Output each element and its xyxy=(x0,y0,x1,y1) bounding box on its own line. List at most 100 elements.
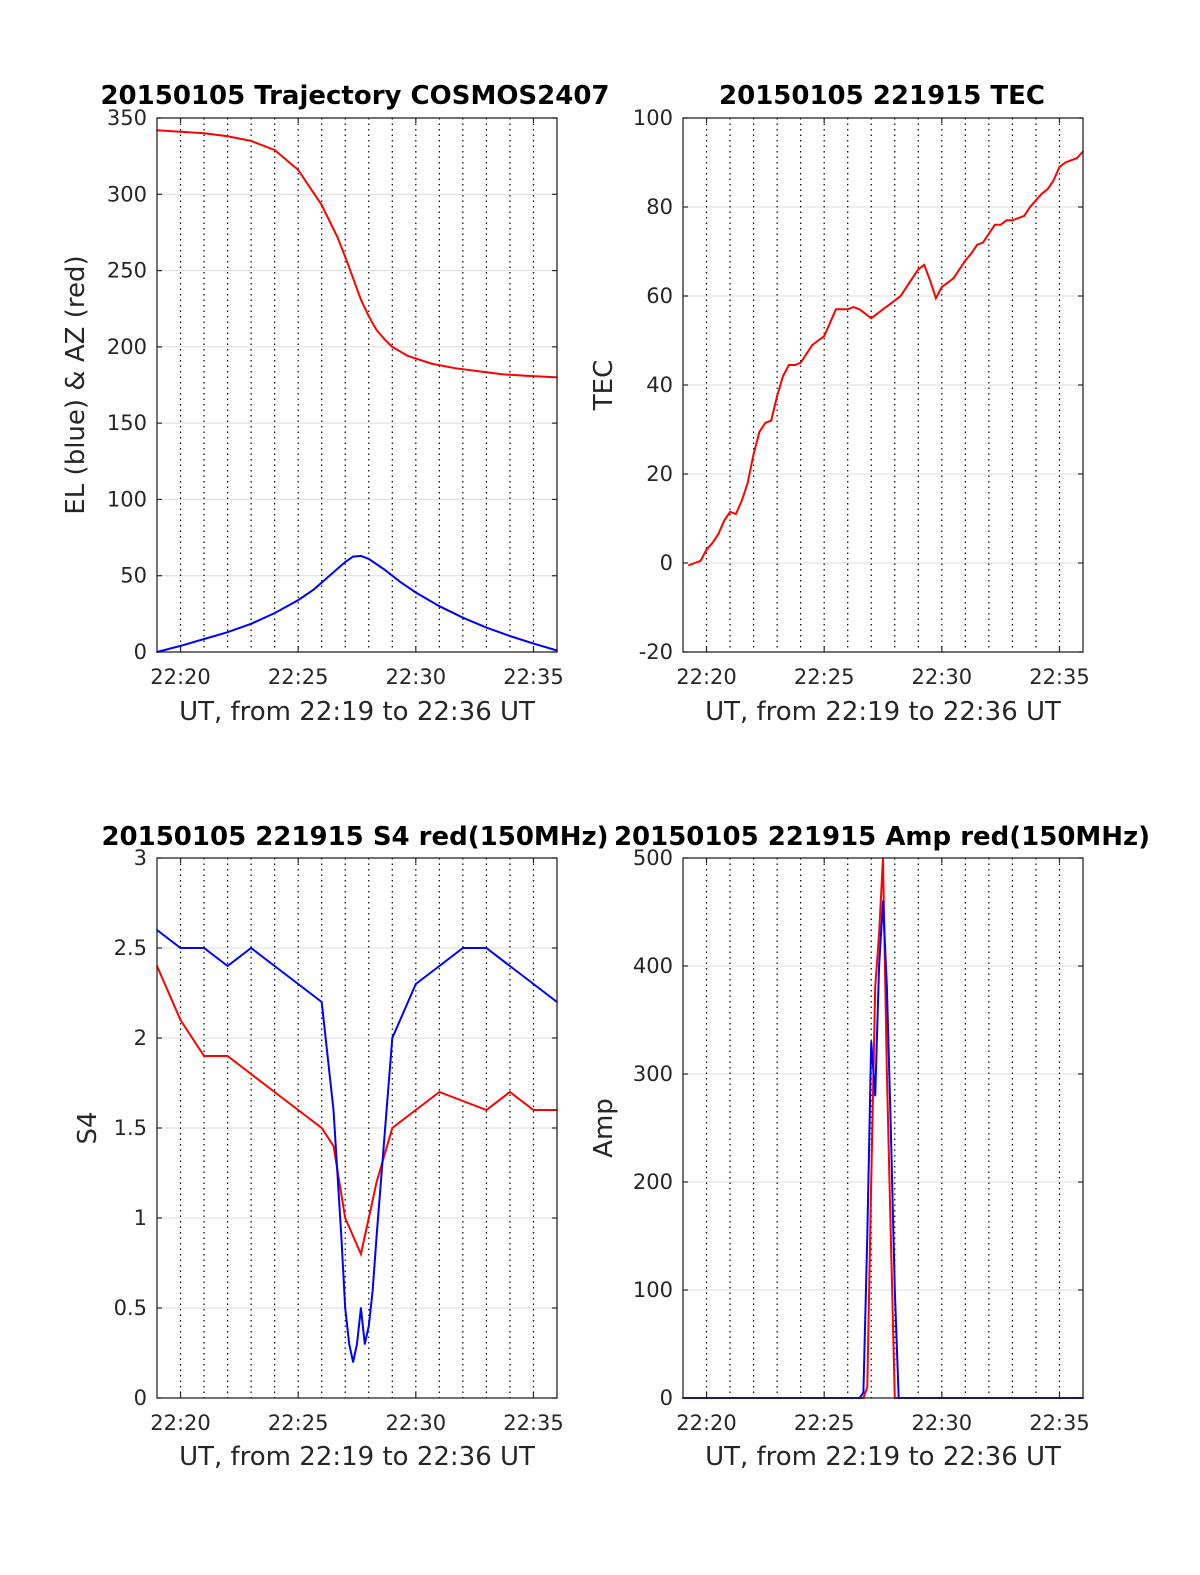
data-point xyxy=(829,321,831,324)
data-point xyxy=(866,1235,869,1237)
data-point xyxy=(882,900,884,903)
data-point xyxy=(958,268,961,271)
data-point xyxy=(946,281,949,284)
data-point xyxy=(344,561,347,563)
chart-title: 20150105 Trajectory COSMOS2407 xyxy=(100,81,609,111)
data-point xyxy=(179,947,182,949)
data-point xyxy=(687,564,690,567)
y-tick-label: 350 xyxy=(107,106,147,130)
data-point xyxy=(485,947,488,949)
data-point xyxy=(363,1343,366,1345)
data-point xyxy=(297,1109,300,1111)
data-point xyxy=(893,1289,896,1291)
x-tick-label: 22:35 xyxy=(503,1411,564,1435)
data-point xyxy=(846,308,849,311)
chart-title: 20150105 221915 S4 red(150MHz) xyxy=(101,822,608,852)
data-point xyxy=(203,1055,205,1057)
data-point xyxy=(477,370,480,373)
y-tick-label: 400 xyxy=(633,954,673,978)
data-point xyxy=(226,631,229,634)
data-point xyxy=(360,1307,362,1309)
data-point xyxy=(430,362,433,365)
data-point xyxy=(414,591,417,594)
y-tick-label: 0 xyxy=(134,640,147,664)
y-tick-label: 50 xyxy=(120,564,147,588)
data-point xyxy=(752,453,755,455)
y-tick-label: 100 xyxy=(107,487,147,511)
data-point xyxy=(367,315,370,318)
y-tick-label: 3 xyxy=(134,846,147,870)
data-point xyxy=(740,499,743,502)
data-point xyxy=(882,308,884,311)
data-point xyxy=(889,1235,892,1237)
data-point xyxy=(874,986,877,989)
y-tick-label: 150 xyxy=(107,411,147,435)
data-point xyxy=(375,329,378,331)
data-point xyxy=(391,1127,394,1129)
data-point xyxy=(414,1109,417,1111)
series-line-1 xyxy=(156,929,558,1363)
data-point xyxy=(250,622,253,625)
data-point xyxy=(352,555,354,558)
data-point xyxy=(729,510,731,513)
data-point xyxy=(407,355,409,357)
data-point xyxy=(1070,159,1073,162)
data-point xyxy=(352,1235,354,1237)
data-point xyxy=(976,243,979,246)
y-tick-label: 500 xyxy=(633,846,673,870)
data-point xyxy=(461,616,464,619)
data-point xyxy=(454,367,456,370)
x-axis-label: UT, from 22:19 to 22:36 UT xyxy=(705,697,1061,727)
y-tick-label: 80 xyxy=(646,195,673,219)
data-point xyxy=(250,1073,253,1075)
x-tick-label: 22:25 xyxy=(794,1411,855,1435)
data-point xyxy=(787,364,790,366)
y-axis-label: EL (blue) & AZ (red) xyxy=(61,255,91,514)
x-tick-label: 22:30 xyxy=(912,1411,973,1435)
data-point xyxy=(1040,192,1043,195)
data-point xyxy=(360,298,362,301)
series-line-1 xyxy=(683,901,1083,1399)
data-point xyxy=(532,983,535,985)
data-point xyxy=(982,241,984,244)
data-point xyxy=(344,1307,347,1309)
data-point xyxy=(273,965,276,967)
data-point xyxy=(987,232,990,235)
data-point xyxy=(874,1094,877,1097)
data-point xyxy=(929,279,931,282)
y-axis-label: Amp xyxy=(589,1098,619,1158)
data-point xyxy=(179,130,182,133)
data-point xyxy=(203,638,205,640)
chart-tec: -20 0 20 40 60 80 100 22:20 22:25 22:30 22:35 UT, f… xyxy=(589,81,1090,727)
data-point xyxy=(940,286,943,288)
data-point xyxy=(367,1217,370,1219)
data-point xyxy=(344,255,347,258)
data-point xyxy=(999,223,1002,226)
y-tick-label: 2.5 xyxy=(114,936,147,960)
data-point xyxy=(203,132,205,135)
data-point xyxy=(811,344,814,346)
data-point xyxy=(1046,188,1049,191)
data-point xyxy=(864,312,867,315)
data-point xyxy=(203,947,205,949)
y-tick-label: 2 xyxy=(134,1026,147,1050)
data-point xyxy=(923,263,926,266)
x-tick-label: 22:20 xyxy=(676,1411,737,1435)
data-point xyxy=(817,339,820,342)
data-point xyxy=(383,338,386,341)
data-point xyxy=(993,223,996,226)
data-point xyxy=(391,1037,394,1039)
data-point xyxy=(273,612,276,614)
data-point xyxy=(935,297,937,300)
data-point xyxy=(226,965,229,967)
data-point xyxy=(1076,157,1079,159)
x-axis-label: UT, from 22:19 to 22:36 UT xyxy=(179,697,535,727)
data-point xyxy=(705,548,708,551)
data-point xyxy=(250,139,253,142)
data-point xyxy=(312,588,315,591)
data-point xyxy=(348,1343,351,1345)
x-tick-label: 22:25 xyxy=(268,665,329,689)
data-point xyxy=(840,308,843,311)
data-point xyxy=(332,1109,335,1111)
